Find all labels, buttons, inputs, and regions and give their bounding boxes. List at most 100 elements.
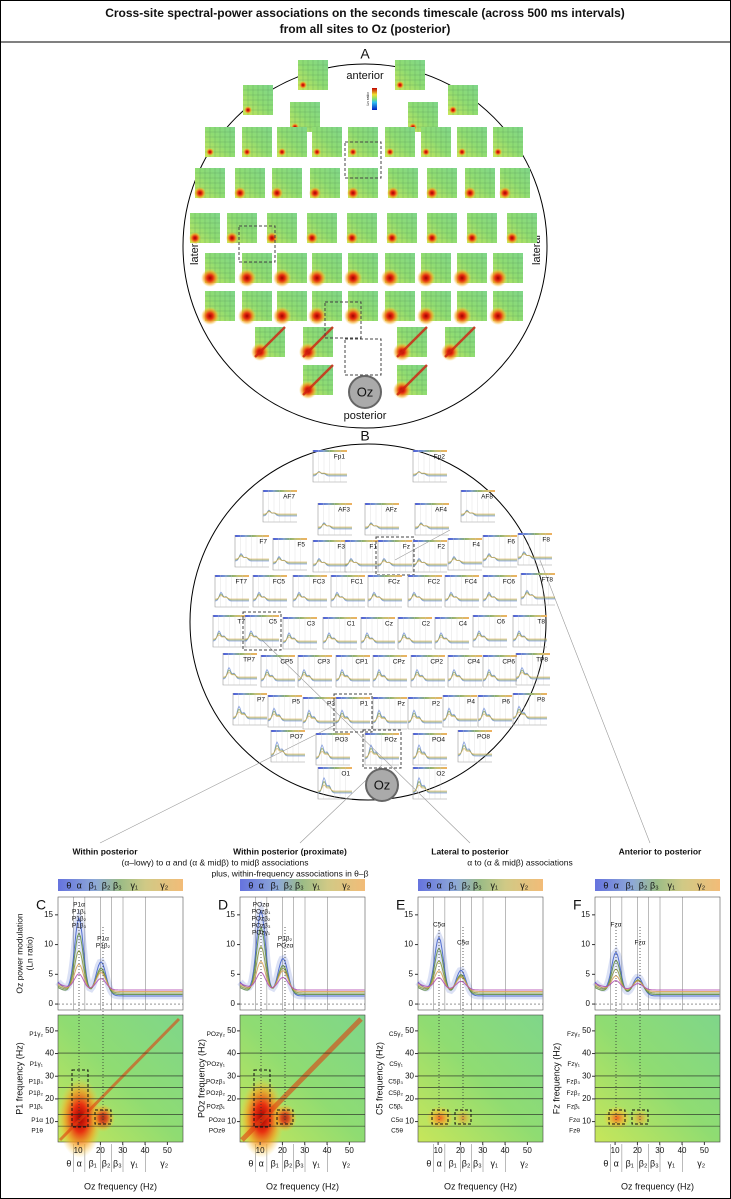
thumb-curve	[512, 632, 547, 641]
thumb-curve	[364, 750, 399, 758]
thumb-band	[273, 538, 307, 540]
matrix-thumbnail	[251, 326, 286, 361]
y-tick-label: 30	[582, 1071, 591, 1080]
site-thumbnail: C3	[282, 617, 317, 650]
site-thumbnail: PO7	[270, 730, 305, 763]
thumb-band	[318, 503, 352, 505]
thumb-curve	[335, 709, 370, 724]
peak-label: Fzα	[611, 922, 622, 929]
hot-spot	[422, 148, 430, 156]
hot-spot	[201, 269, 219, 287]
thumb-curve	[297, 671, 332, 681]
matrix-thumbnail	[242, 127, 272, 157]
annotation-heading: Anterior to posterior	[619, 846, 702, 856]
colorbar-label: Ln ratio	[365, 92, 370, 106]
site-thumbnail: P2	[407, 697, 442, 730]
row-label: Fzγ₁	[567, 1061, 580, 1068]
y-tick-label: 50	[227, 1026, 236, 1035]
thumb-axes	[214, 575, 249, 608]
site-label: FT7	[235, 579, 247, 586]
band-label: α	[77, 1158, 82, 1168]
matrix-thumbnail	[489, 291, 523, 325]
site-label: T8	[537, 619, 545, 626]
row-label: C5α	[391, 1117, 403, 1124]
site-label: PO7	[290, 734, 303, 741]
site-label: TP8	[536, 657, 548, 664]
thumb-curve	[457, 741, 492, 757]
matrix-thumbnail	[457, 127, 487, 157]
matrix-thumbnail	[426, 213, 457, 244]
thumb-curve	[335, 668, 370, 682]
plot-frame	[417, 896, 544, 1011]
hot-spot	[417, 307, 435, 325]
site-label: AFz	[385, 507, 397, 514]
y-tick-label: 40	[405, 1049, 414, 1058]
thumb-curve	[244, 634, 279, 640]
hot-spot	[386, 148, 394, 156]
hot-spot	[349, 148, 357, 156]
hot-spot	[464, 187, 476, 199]
y-tick-label: 30	[45, 1071, 54, 1080]
matrix-thumbnail	[271, 168, 302, 199]
thumb-curve	[482, 555, 517, 560]
thumb-curve	[407, 593, 442, 601]
thumb-curve	[412, 557, 447, 567]
thumb-curve	[367, 595, 402, 600]
thumb-band	[516, 653, 550, 655]
site-thumbnail: AFz	[364, 503, 399, 536]
row-label: C5β₂	[388, 1090, 403, 1097]
site-label: F4	[472, 542, 480, 549]
thumb-curve	[260, 671, 295, 681]
band-label: γ₁	[130, 880, 138, 890]
spectrum-curve	[594, 951, 720, 997]
thumb-curve	[444, 591, 479, 602]
site-thumbnail: CP2	[410, 655, 445, 688]
thumb-axes	[315, 733, 350, 766]
thumb-curve	[315, 747, 350, 759]
site-thumbnail: FC2	[407, 575, 442, 608]
thumb-curve	[457, 744, 492, 756]
band-label: β₂	[102, 880, 111, 890]
y-tick-label: 0	[586, 999, 591, 1008]
site-thumbnail: Pz	[372, 697, 407, 730]
thumb-curve	[515, 669, 550, 679]
x-tick-label: 10	[74, 1146, 83, 1155]
y-tick-label: 15	[44, 910, 53, 919]
thumb-axes	[267, 695, 302, 728]
thumb-curve	[330, 595, 365, 600]
thumb-curve	[335, 712, 370, 723]
band-label: β₃	[295, 1158, 304, 1168]
hot-spot	[381, 307, 399, 325]
thumb-axes	[364, 503, 399, 536]
thumb-axes	[335, 655, 370, 688]
highlight-box	[431, 1109, 449, 1125]
thumb-curve	[482, 593, 517, 601]
matrix-thumbnail	[243, 85, 273, 115]
x-tick-label: 40	[141, 1146, 150, 1155]
thumb-curve	[244, 630, 279, 642]
spectrum-curve	[57, 932, 183, 995]
highlight-box	[344, 338, 382, 376]
matrix-thumbnail	[298, 60, 328, 90]
band-label: β₁	[271, 1158, 279, 1168]
x-tick-label: 30	[478, 1146, 487, 1155]
thumb-curve	[267, 713, 302, 720]
site-label: O1	[341, 771, 350, 778]
thumb-band	[483, 575, 517, 577]
band-label: γ₁	[490, 880, 498, 890]
thumb-curve	[292, 593, 327, 601]
site-label: TP7	[243, 657, 255, 664]
thumb-band	[318, 767, 352, 769]
site-label: FC2	[428, 579, 441, 586]
site-thumbnail: F5	[272, 538, 307, 571]
site-label: P3	[327, 701, 335, 708]
matrix-thumbnail	[466, 213, 497, 244]
thumb-curve	[460, 510, 495, 516]
x-axis-label: Oz frequency (Hz)	[621, 1181, 694, 1191]
thumb-curve	[457, 747, 492, 755]
site-thumbnail: CP5	[260, 655, 295, 688]
thumb-curve	[414, 524, 449, 528]
band-label: θ	[66, 880, 71, 890]
thumb-curve	[292, 595, 327, 600]
band-label: γ₂	[520, 1158, 529, 1168]
